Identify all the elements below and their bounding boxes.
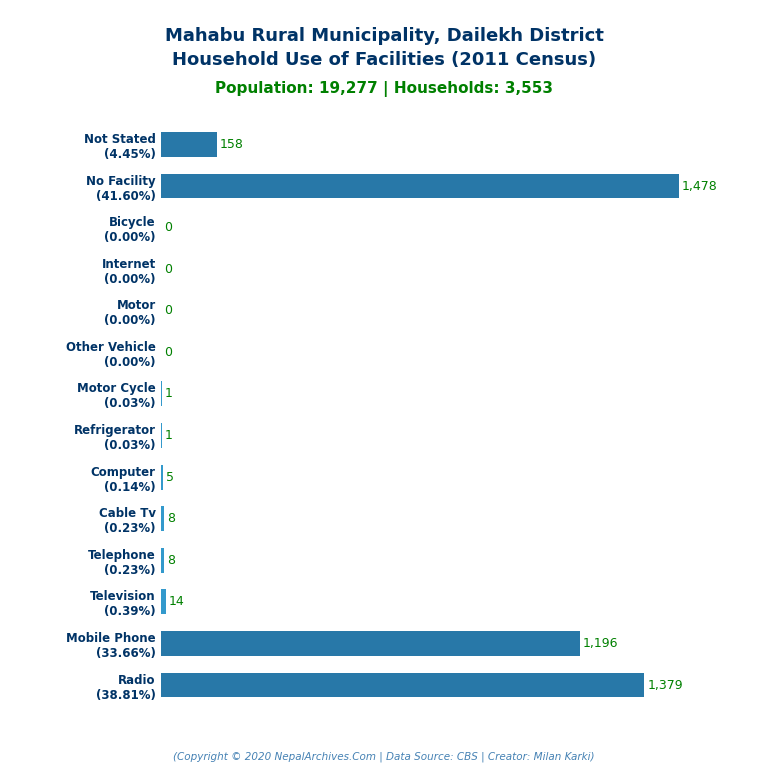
Bar xyxy=(161,174,679,198)
Text: 0: 0 xyxy=(164,304,172,317)
Text: Population: 19,277 | Households: 3,553: Population: 19,277 | Households: 3,553 xyxy=(215,81,553,97)
Text: Household Use of Facilities (2011 Census): Household Use of Facilities (2011 Census… xyxy=(172,51,596,68)
Bar xyxy=(161,589,166,614)
Text: 158: 158 xyxy=(220,138,243,151)
Text: 14: 14 xyxy=(169,595,185,608)
Text: Mahabu Rural Municipality, Dailekh District: Mahabu Rural Municipality, Dailekh Distr… xyxy=(164,27,604,45)
Bar xyxy=(161,673,644,697)
Bar xyxy=(161,465,163,489)
Text: 1: 1 xyxy=(164,429,172,442)
Text: 1: 1 xyxy=(164,387,172,400)
Text: 8: 8 xyxy=(167,554,175,567)
Bar xyxy=(161,631,581,656)
Bar xyxy=(161,548,164,573)
Text: (Copyright © 2020 NepalArchives.Com | Data Source: CBS | Creator: Milan Karki): (Copyright © 2020 NepalArchives.Com | Da… xyxy=(174,751,594,762)
Bar xyxy=(161,506,164,531)
Text: 5: 5 xyxy=(166,471,174,484)
Text: 1,196: 1,196 xyxy=(583,637,619,650)
Text: 1,379: 1,379 xyxy=(647,678,683,691)
Text: 0: 0 xyxy=(164,346,172,359)
Text: 1,478: 1,478 xyxy=(682,180,718,193)
Text: 0: 0 xyxy=(164,221,172,234)
Text: 0: 0 xyxy=(164,263,172,276)
Text: 8: 8 xyxy=(167,512,175,525)
Bar xyxy=(161,132,217,157)
